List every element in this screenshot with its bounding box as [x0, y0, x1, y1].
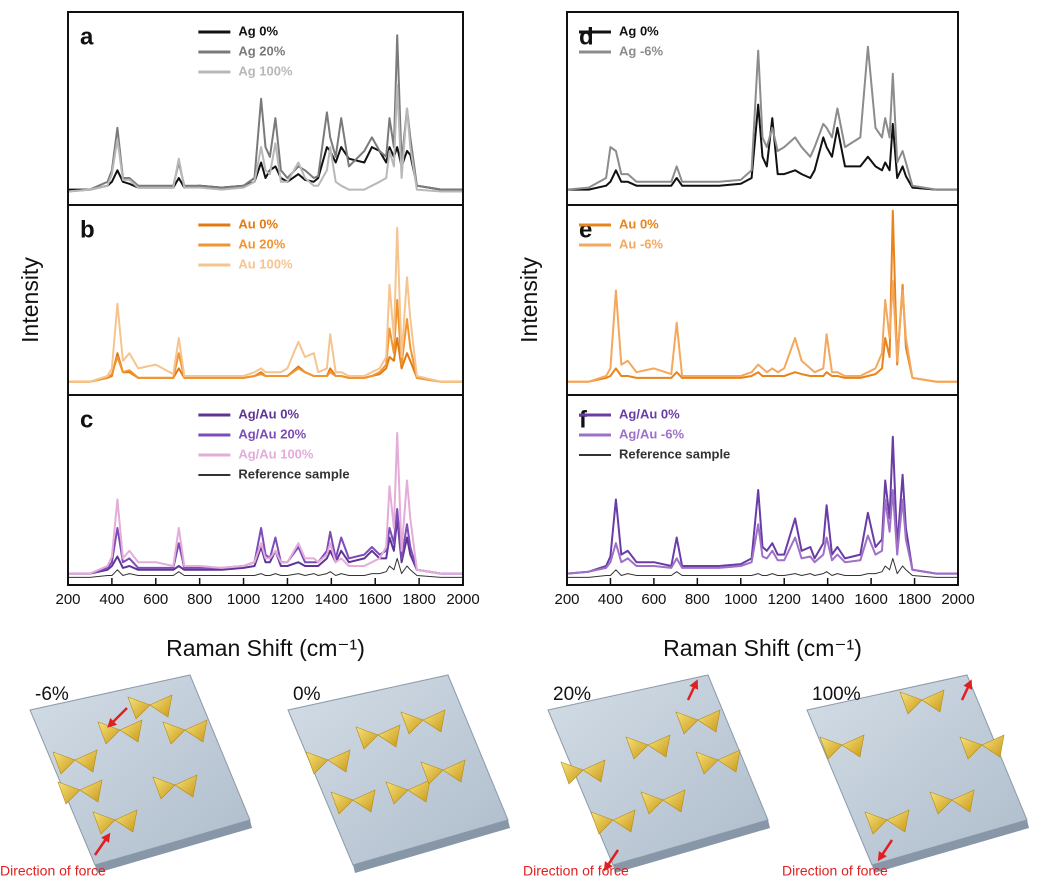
spectrum-line — [567, 281, 958, 382]
panel-label: f — [579, 406, 588, 433]
x-tick-label: 600 — [143, 591, 168, 608]
legend-label: Au -6% — [619, 236, 664, 251]
panel-label: a — [80, 23, 94, 50]
x-tick-label: 800 — [685, 591, 710, 608]
legend-label: Ag -6% — [619, 43, 664, 58]
x-tick-label: 1000 — [227, 591, 260, 608]
spectrum-line — [567, 558, 958, 577]
panel-frame — [567, 12, 958, 205]
spectrum-line — [567, 47, 958, 190]
panel-label: c — [80, 406, 93, 433]
x-tick-label: 400 — [99, 591, 124, 608]
figure: a Ag 0% Ag 20% Ag 100% b Au 0% Au 20% Au 100% In… — [0, 0, 1038, 882]
strain-label: 100% — [812, 684, 861, 705]
strain-schematic: 100% Direction of force — [782, 675, 1029, 879]
force-caption: Direction of force — [523, 863, 629, 879]
legend-label: Ag/Au 0% — [238, 406, 299, 421]
panel-label: d — [579, 23, 594, 50]
x-tick-label: 1800 — [402, 591, 435, 608]
x-tick-label: 200 — [55, 591, 80, 608]
strain-label: -6% — [35, 684, 69, 705]
legend-label: Ag 0% — [238, 23, 278, 38]
x-tick-label: 1600 — [359, 591, 392, 608]
y-axis-label: Intensity — [17, 257, 43, 343]
x-axis-label: Raman Shift (cm⁻¹) — [663, 635, 862, 661]
x-axis-label: Raman Shift (cm⁻¹) — [166, 635, 365, 661]
x-tick-label: 1400 — [315, 591, 348, 608]
panel-label: b — [80, 216, 95, 243]
strain-schematic: 0% — [288, 675, 510, 873]
x-tick-label: 1200 — [271, 591, 304, 608]
x-tick-label: 400 — [598, 591, 623, 608]
x-tick-label: 1400 — [811, 591, 844, 608]
x-tick-label: 1600 — [854, 591, 887, 608]
legend-label: Ag/Au -6% — [619, 426, 684, 441]
x-tick-label: 1200 — [768, 591, 801, 608]
force-caption: Direction of force — [0, 863, 106, 879]
x-tick-label: 800 — [187, 591, 212, 608]
legend-label: Ag/Au 20% — [238, 426, 306, 441]
strain-label: 20% — [553, 684, 591, 705]
legend-label: Reference sample — [619, 446, 730, 461]
legend-label: Ag 20% — [238, 43, 285, 58]
legend-label: Au 20% — [238, 236, 285, 251]
legend-label: Ag/Au 100% — [238, 446, 314, 461]
legend-label: Reference sample — [238, 466, 349, 481]
legend-label: Au 100% — [238, 256, 293, 271]
x-tick-label: 600 — [641, 591, 666, 608]
x-tick-label: 1000 — [724, 591, 757, 608]
strain-schematic: 20% Direction of force — [523, 675, 770, 879]
x-tick-label: 2000 — [941, 591, 974, 608]
legend-label: Ag/Au 0% — [619, 406, 680, 421]
x-tick-label: 200 — [554, 591, 579, 608]
strain-label: 0% — [293, 684, 321, 705]
force-caption: Direction of force — [782, 863, 888, 879]
x-tick-label: 1800 — [898, 591, 931, 608]
spectrum-line — [567, 490, 958, 574]
legend-label: Au 0% — [238, 216, 278, 231]
x-tick-label: 2000 — [446, 591, 479, 608]
panel-frame — [567, 205, 958, 395]
legend-label: Au 0% — [619, 216, 659, 231]
legend-label: Ag 100% — [238, 63, 293, 78]
y-axis-label: Intensity — [516, 257, 542, 343]
panel-label: e — [579, 216, 592, 243]
panel-frame — [68, 205, 463, 395]
strain-schematic: -6% Direction of force — [0, 675, 252, 879]
legend-label: Ag 0% — [619, 23, 659, 38]
